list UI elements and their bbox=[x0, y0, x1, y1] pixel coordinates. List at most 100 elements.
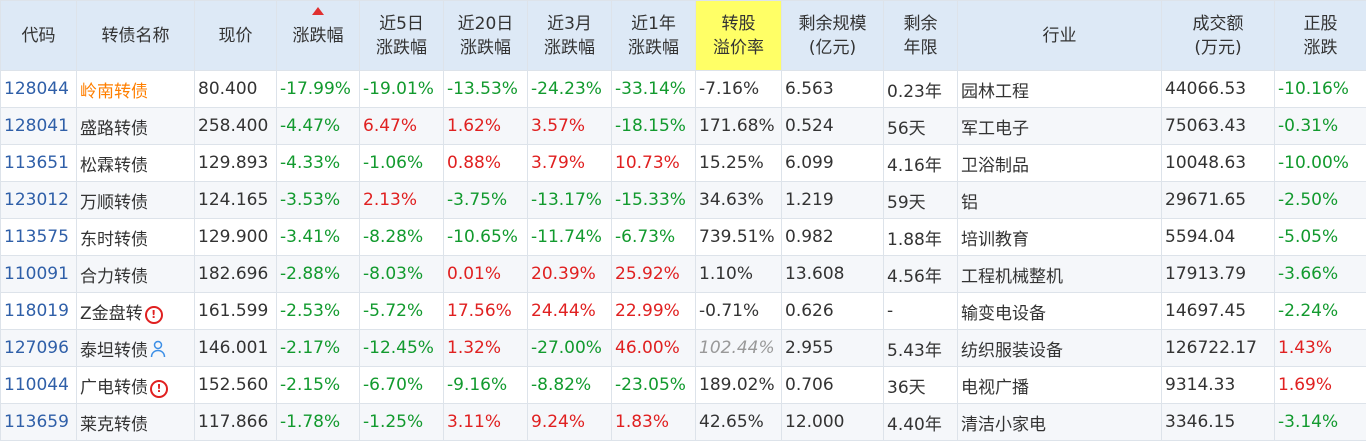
cell-name[interactable]: 合力转债 bbox=[76, 255, 195, 293]
cell-code[interactable]: 113659 bbox=[0, 403, 77, 441]
cell-scale: 0.626 bbox=[781, 292, 884, 330]
chg20d-value: 1.62% bbox=[447, 116, 502, 136]
cell-chg20d: 17.56% bbox=[443, 292, 528, 330]
user-icon[interactable] bbox=[150, 340, 166, 358]
cell-name[interactable]: 松霖转债 bbox=[76, 144, 195, 182]
premium-value: -0.71% bbox=[699, 301, 760, 321]
cell-name[interactable]: 岭南转债 bbox=[76, 70, 195, 108]
code-value: 127096 bbox=[4, 338, 69, 358]
header-label: 年限 bbox=[903, 37, 938, 58]
cell-chg5d: 2.13% bbox=[359, 181, 444, 219]
header-label: 溢价率 bbox=[713, 37, 764, 58]
table-row[interactable]: 123012 万顺转债 124.165 -3.53% 2.13% -3.75% -13.17… bbox=[0, 181, 1366, 219]
cell-name[interactable]: 盛路转债 bbox=[76, 107, 195, 145]
term-value: 4.40年 bbox=[887, 414, 942, 435]
cell-code[interactable]: 128044 bbox=[0, 70, 77, 108]
table-row[interactable]: 113651 松霖转债 129.893 -4.33% -1.06% 0.88% 3.79% 1… bbox=[0, 144, 1366, 182]
warning-icon[interactable]: ! bbox=[144, 305, 163, 324]
cell-chg1y: -18.15% bbox=[611, 107, 696, 145]
col-header-industry[interactable]: 行业 bbox=[957, 0, 1162, 71]
code-value: 123012 bbox=[4, 190, 69, 210]
table-row[interactable]: 118019 Z金盘转! 161.599 -2.53% -5.72% 17.56% 24.4… bbox=[0, 292, 1366, 330]
cell-turnover: 10048.63 bbox=[1161, 144, 1275, 182]
term-value: 0.23年 bbox=[887, 81, 942, 102]
table-row[interactable]: 128041 盛路转债 258.400 -4.47% 6.47% 1.62% 3.57% -1… bbox=[0, 107, 1366, 145]
cell-premium: 1.10% bbox=[695, 255, 782, 293]
table-row[interactable]: 113659 莱克转债 117.866 -1.78% -1.25% 3.11% 9.24% 1… bbox=[0, 403, 1366, 441]
cell-code[interactable]: 110091 bbox=[0, 255, 77, 293]
col-header-premium[interactable]: 转股 溢价率 bbox=[695, 0, 782, 71]
cell-price: 129.893 bbox=[194, 144, 277, 182]
col-header-turnover[interactable]: 成交额 (万元) bbox=[1161, 0, 1275, 71]
scale-value: 13.608 bbox=[785, 264, 845, 284]
cell-term: 1.88年 bbox=[883, 218, 958, 256]
table-row[interactable]: 128044 岭南转债 80.400 -17.99% -19.01% -13.53% -24… bbox=[0, 70, 1366, 108]
cell-price: 124.165 bbox=[194, 181, 277, 219]
name-value: 合力转债 bbox=[80, 266, 148, 287]
cell-turnover: 75063.43 bbox=[1161, 107, 1275, 145]
cell-stock-chg: -2.50% bbox=[1274, 181, 1366, 219]
name-value: Z金盘转 bbox=[80, 303, 143, 324]
cell-code[interactable]: 113651 bbox=[0, 144, 77, 182]
cell-name[interactable]: 广电转债! bbox=[76, 366, 195, 404]
cell-chg5d: -5.72% bbox=[359, 292, 444, 330]
cell-chg5d: -8.28% bbox=[359, 218, 444, 256]
cell-code[interactable]: 123012 bbox=[0, 181, 77, 219]
industry-value: 输变电设备 bbox=[961, 303, 1046, 324]
cell-term: 56天 bbox=[883, 107, 958, 145]
cell-code[interactable]: 110044 bbox=[0, 366, 77, 404]
cell-chg3m: -11.74% bbox=[527, 218, 612, 256]
cell-chg20d: -10.65% bbox=[443, 218, 528, 256]
cell-scale: 1.219 bbox=[781, 181, 884, 219]
col-header-chg1y[interactable]: 近1年 涨跌幅 bbox=[611, 0, 696, 71]
cell-chg20d: 1.62% bbox=[443, 107, 528, 145]
stock-chg-value: -10.16% bbox=[1278, 79, 1349, 99]
premium-value: 42.65% bbox=[699, 412, 764, 432]
cell-chg3m: -13.17% bbox=[527, 181, 612, 219]
col-header-change[interactable]: 涨跌幅 bbox=[276, 0, 360, 71]
col-header-term[interactable]: 剩余 年限 bbox=[883, 0, 958, 71]
stock-chg-value: -3.14% bbox=[1278, 412, 1339, 432]
cell-code[interactable]: 127096 bbox=[0, 329, 77, 367]
cell-price: 161.599 bbox=[194, 292, 277, 330]
turnover-value: 3346.15 bbox=[1165, 412, 1236, 432]
cell-code[interactable]: 118019 bbox=[0, 292, 77, 330]
chg20d-value: 17.56% bbox=[447, 301, 512, 321]
col-header-code[interactable]: 代码 bbox=[0, 0, 77, 71]
code-value: 110044 bbox=[4, 375, 69, 395]
chg3m-value: 3.79% bbox=[531, 153, 586, 173]
cell-name[interactable]: 莱克转债 bbox=[76, 403, 195, 441]
cell-price: 258.400 bbox=[194, 107, 277, 145]
cell-term: 4.40年 bbox=[883, 403, 958, 441]
code-value: 110091 bbox=[4, 264, 69, 284]
table-row[interactable]: 110091 合力转债 182.696 -2.88% -8.03% 0.01% 20.39%… bbox=[0, 255, 1366, 293]
cell-name[interactable]: 东时转债 bbox=[76, 218, 195, 256]
col-header-chg5d[interactable]: 近5日 涨跌幅 bbox=[359, 0, 444, 71]
col-header-price[interactable]: 现价 bbox=[194, 0, 277, 71]
col-header-stock-chg[interactable]: 正股 涨跌 bbox=[1274, 0, 1366, 71]
cell-name[interactable]: 万顺转债 bbox=[76, 181, 195, 219]
col-header-chg3m[interactable]: 近3月 涨跌幅 bbox=[527, 0, 612, 71]
col-header-name[interactable]: 转债名称 bbox=[76, 0, 195, 71]
col-header-chg20d[interactable]: 近20日 涨跌幅 bbox=[443, 0, 528, 71]
header-label: 涨跌 bbox=[1303, 37, 1338, 58]
chg5d-value: 6.47% bbox=[363, 116, 418, 136]
header-label: 近3月 bbox=[547, 13, 592, 34]
warning-icon[interactable]: ! bbox=[150, 379, 168, 398]
cell-stock-chg: -2.24% bbox=[1274, 292, 1366, 330]
table-row[interactable]: 127096 泰坦转债 146.001 -2.17% -12.45% 1.32% -27.0… bbox=[0, 329, 1366, 367]
cell-name[interactable]: 泰坦转债 bbox=[76, 329, 195, 367]
term-value: - bbox=[887, 301, 894, 321]
table-row[interactable]: 110044 广电转债! 152.560 -2.15% -6.70% -9.16% -8.8… bbox=[0, 366, 1366, 404]
industry-value: 卫浴制品 bbox=[961, 155, 1029, 176]
chg20d-value: -13.53% bbox=[447, 79, 518, 99]
change-value: -3.41% bbox=[280, 227, 341, 247]
cell-code[interactable]: 113575 bbox=[0, 218, 77, 256]
cell-change: -2.17% bbox=[276, 329, 360, 367]
cell-name[interactable]: Z金盘转! bbox=[76, 292, 195, 330]
code-value: 128044 bbox=[4, 79, 69, 99]
col-header-scale[interactable]: 剩余规模 (亿元) bbox=[781, 0, 884, 71]
table-row[interactable]: 113575 东时转债 129.900 -3.41% -8.28% -10.65% -11.… bbox=[0, 218, 1366, 256]
cell-code[interactable]: 128041 bbox=[0, 107, 77, 145]
chg3m-value: 20.39% bbox=[531, 264, 596, 284]
